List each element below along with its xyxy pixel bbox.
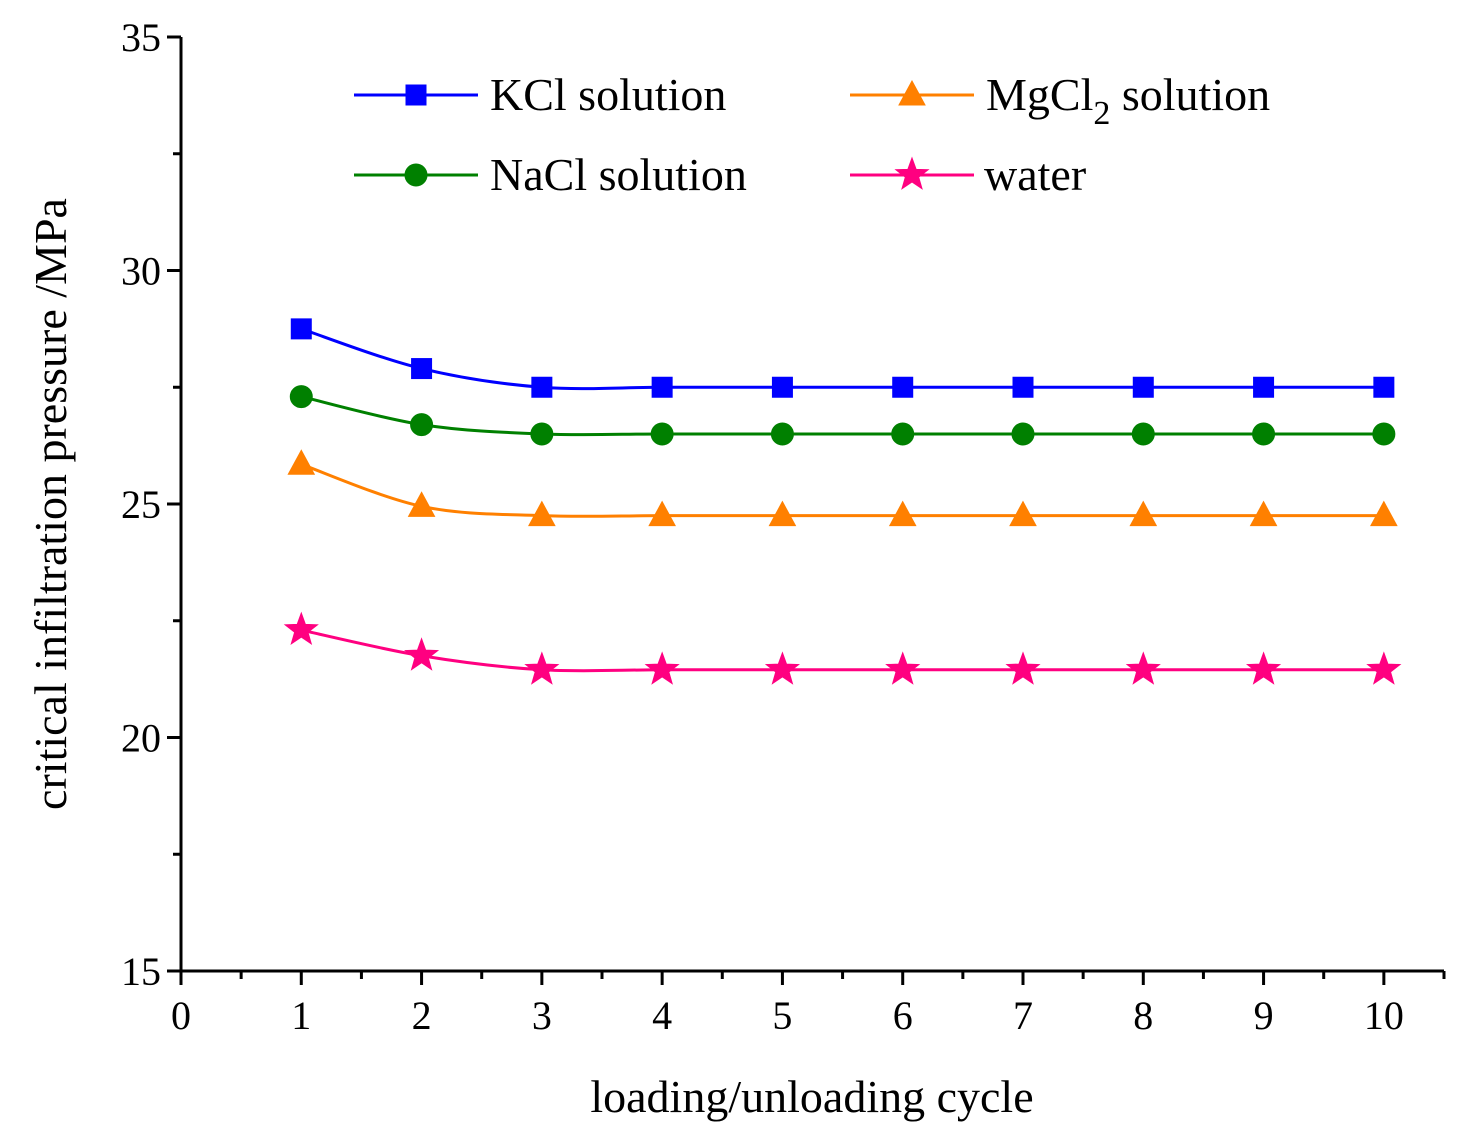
data-point-star bbox=[1366, 651, 1402, 685]
legend: KCl solution MgCl2 solution NaCl solutio… bbox=[354, 69, 1270, 200]
data-point-triangle bbox=[888, 500, 917, 527]
legend-label-nacl: NaCl solution bbox=[490, 149, 747, 200]
legend-marker-shape bbox=[898, 79, 926, 106]
series-line bbox=[300, 395, 1384, 437]
y-tick-label: 30 bbox=[121, 249, 161, 294]
data-point-triangle bbox=[287, 449, 316, 475]
legend-label-mgcl2-subscript: 2 bbox=[1093, 95, 1110, 132]
data-point-circle bbox=[410, 413, 434, 437]
data-point-circle bbox=[1372, 422, 1396, 446]
data-point-circle bbox=[1131, 422, 1155, 446]
x-tick-label: 9 bbox=[1254, 993, 1274, 1038]
x-axis-title: loading/unloading cycle bbox=[590, 1071, 1033, 1122]
data-point-star bbox=[644, 651, 680, 685]
data-point-star bbox=[885, 651, 921, 685]
legend-marker-nacl-circle bbox=[404, 163, 428, 187]
data-point-star bbox=[1125, 651, 1161, 685]
legend-item-water: water bbox=[850, 149, 1086, 200]
data-point-square bbox=[531, 376, 553, 398]
data-point-square bbox=[1253, 376, 1275, 398]
data-point-square bbox=[1012, 376, 1034, 398]
legend-item-mgcl2: MgCl2 solution bbox=[850, 69, 1270, 132]
data-point-circle bbox=[770, 422, 794, 446]
x-tick-label: 0 bbox=[171, 993, 191, 1038]
axes bbox=[179, 37, 1444, 973]
x-tick-label: 3 bbox=[532, 993, 552, 1038]
series-line bbox=[300, 327, 1384, 391]
legend-marker-mgcl2-triangle bbox=[898, 79, 926, 106]
data-point-circle bbox=[289, 385, 313, 409]
legend-marker-shape bbox=[405, 84, 427, 106]
series-mgcl2-solution bbox=[287, 449, 1398, 527]
data-point-square bbox=[290, 318, 312, 340]
series-nacl-solution bbox=[289, 385, 1396, 446]
data-point-circle bbox=[530, 422, 554, 446]
data-point-square bbox=[892, 376, 914, 398]
legend-label-water: water bbox=[984, 149, 1086, 200]
data-point-circle bbox=[650, 422, 674, 446]
y-tick-label: 35 bbox=[121, 15, 161, 60]
series-water bbox=[283, 611, 1402, 685]
data-point-square bbox=[651, 376, 673, 398]
y-tick-label: 15 bbox=[121, 949, 161, 994]
x-tick-label: 5 bbox=[772, 993, 792, 1038]
y-tick-label: 25 bbox=[121, 482, 161, 527]
legend-label-mgcl2: MgCl2 solution bbox=[986, 69, 1270, 132]
x-tick-label: 4 bbox=[652, 993, 672, 1038]
data-point-triangle bbox=[768, 500, 797, 527]
legend-marker-shape bbox=[404, 163, 428, 187]
x-tick-label: 6 bbox=[893, 993, 913, 1038]
y-tick-label: 20 bbox=[121, 716, 161, 761]
legend-item-kcl: KCl solution bbox=[354, 69, 726, 120]
data-point-star bbox=[1005, 651, 1041, 685]
legend-label-mgcl2-tail: solution bbox=[1110, 69, 1270, 120]
data-point-triangle bbox=[1370, 500, 1398, 527]
y-axis-title: critical infiltration pressure /MPa bbox=[25, 198, 76, 810]
legend-label-kcl: KCl solution bbox=[490, 69, 726, 120]
x-ticks: 0 1 2 3 4 5 6 7 8 9 10 bbox=[171, 971, 1446, 1038]
x-tick-label: 1 bbox=[291, 993, 311, 1038]
data-point-triangle bbox=[528, 500, 556, 527]
x-tick-label: 8 bbox=[1133, 993, 1153, 1038]
series-line bbox=[300, 628, 1384, 673]
data-point-star bbox=[1246, 651, 1282, 685]
data-point-triangle bbox=[407, 491, 436, 517]
data-point-triangle bbox=[1249, 500, 1278, 527]
data-point-star bbox=[524, 651, 560, 685]
legend-marker-kcl-square bbox=[405, 84, 427, 106]
data-point-triangle bbox=[1129, 500, 1158, 527]
series-kcl-solution bbox=[290, 318, 1395, 398]
x-tick-label: 10 bbox=[1364, 993, 1404, 1038]
series-layer bbox=[283, 318, 1402, 685]
legend-label-mgcl2-main: MgCl bbox=[986, 69, 1093, 120]
legend-marker-water-star bbox=[894, 156, 930, 190]
data-point-circle bbox=[1252, 422, 1276, 446]
data-point-star bbox=[404, 637, 440, 671]
data-point-square bbox=[1373, 376, 1395, 398]
series-line bbox=[300, 462, 1384, 518]
data-point-triangle bbox=[648, 500, 676, 527]
y-ticks: 15 20 25 30 35 bbox=[121, 15, 181, 994]
data-point-square bbox=[411, 358, 433, 380]
x-tick-label: 7 bbox=[1013, 993, 1033, 1038]
x-tick-label: 2 bbox=[412, 993, 432, 1038]
legend-marker-shape bbox=[894, 156, 930, 190]
data-point-circle bbox=[891, 422, 915, 446]
data-point-triangle bbox=[1009, 500, 1037, 527]
legend-item-nacl: NaCl solution bbox=[354, 149, 747, 200]
data-point-square bbox=[771, 376, 793, 398]
data-point-square bbox=[1132, 376, 1154, 398]
data-point-star bbox=[764, 651, 800, 685]
data-point-star bbox=[283, 611, 319, 646]
data-point-circle bbox=[1011, 422, 1035, 446]
